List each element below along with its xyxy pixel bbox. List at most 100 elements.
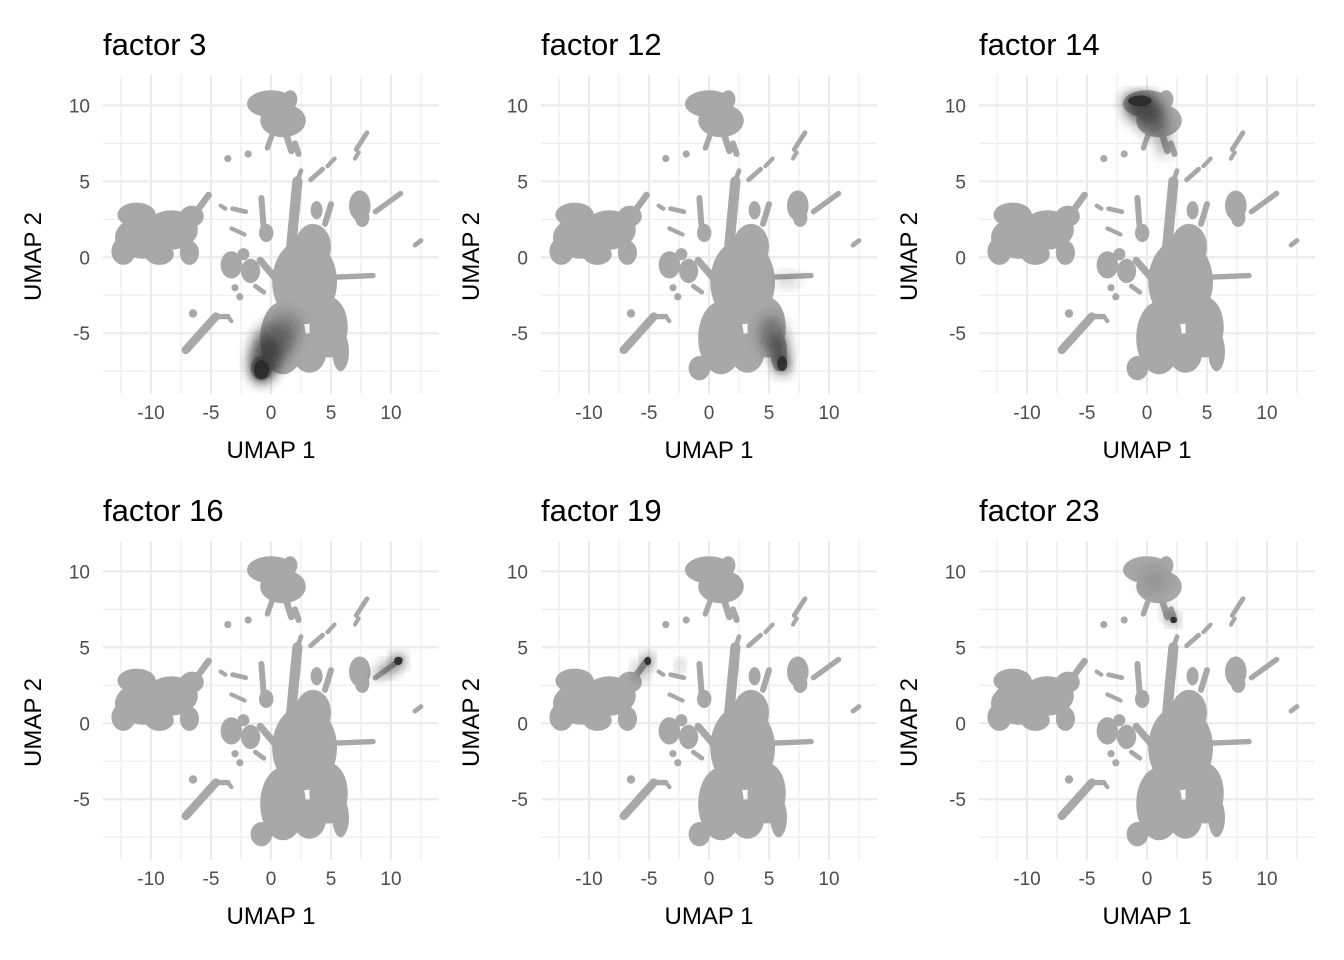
x-axis-label: UMAP 1: [665, 903, 754, 930]
cell-cluster: [256, 722, 280, 749]
x-tick-label: 5: [326, 869, 337, 890]
cell-cluster: [733, 689, 769, 736]
y-tick-label: 5: [79, 638, 90, 659]
cell-cluster: [1105, 226, 1123, 237]
cell-cluster: [1228, 150, 1237, 161]
cell-cluster: [220, 717, 243, 745]
cell-cluster: [1055, 240, 1075, 265]
cell-cluster: [627, 191, 650, 220]
x-tick-label: -5: [203, 403, 220, 424]
y-tick-label: -5: [949, 324, 966, 345]
cell-cluster: [1132, 722, 1156, 749]
cell-cluster: [292, 799, 327, 839]
cell-cluster: [760, 201, 772, 227]
cell-cluster: [256, 256, 280, 283]
cell-cluster: [322, 667, 334, 693]
cell-cluster: [1208, 331, 1225, 372]
cell-cluster: [1288, 704, 1300, 714]
cell-cluster: [322, 201, 334, 227]
factor-highlight: [373, 654, 405, 680]
cell-cluster: [1208, 797, 1225, 838]
highlight-region: [380, 662, 397, 675]
cell-cluster: [264, 128, 277, 151]
highlight-region: [1156, 131, 1172, 156]
cell-cluster: [688, 822, 711, 847]
cell-cluster: [230, 672, 249, 681]
cell-cluster: [1094, 669, 1104, 677]
cell-cluster: [241, 724, 261, 750]
cell-cluster: [730, 333, 765, 373]
cell-cluster: [1065, 191, 1088, 220]
cell-cluster: [1231, 674, 1246, 693]
x-tick-label: -10: [137, 869, 164, 890]
cell-cluster: [224, 620, 232, 629]
cell-cluster: [181, 778, 221, 821]
cell-cluster: [663, 780, 672, 790]
panel-title: factor 16: [103, 493, 224, 528]
cell-cluster: [682, 150, 690, 158]
cell-cluster: [619, 778, 658, 821]
cell-cluster: [682, 616, 690, 624]
cell-cluster: [1106, 672, 1125, 681]
y-tick-label: 10: [507, 562, 528, 583]
cell-cluster: [283, 556, 298, 575]
cell-cluster: [218, 203, 228, 211]
x-tick-label: -5: [1079, 403, 1096, 424]
cell-cluster: [583, 709, 612, 731]
cell-cluster: [760, 667, 772, 693]
cell-cluster: [1117, 724, 1137, 750]
cell-cluster: [730, 606, 740, 623]
cell-cluster: [790, 616, 799, 627]
cell-cluster: [1132, 256, 1156, 283]
cell-cluster: [698, 103, 744, 138]
cell-cluster: [1229, 596, 1246, 618]
cell-cluster: [730, 140, 740, 157]
cell-cluster: [668, 672, 687, 681]
cell-cluster: [1021, 709, 1050, 731]
y-tick-label: 10: [69, 562, 90, 583]
cell-cluster: [763, 622, 775, 635]
cell-cluster: [237, 714, 250, 727]
cell-cluster: [746, 166, 763, 183]
cell-cluster: [791, 596, 808, 618]
y-axis-label: UMAP 2: [896, 212, 923, 301]
cell-cluster: [1201, 622, 1213, 635]
cell-cluster: [688, 356, 711, 381]
y-tick-label: 5: [517, 638, 528, 659]
cell-cluster: [1113, 714, 1126, 727]
cell-cluster: [691, 749, 705, 761]
x-tick-label: -10: [575, 403, 602, 424]
cell-cluster: [1021, 243, 1050, 265]
highlight-region: [373, 670, 385, 680]
factor-highlight: [1138, 566, 1179, 625]
cell-cluster: [1112, 293, 1120, 301]
cell-cluster: [372, 190, 404, 215]
cell-cluster: [252, 749, 267, 761]
x-tick-label: -10: [575, 869, 602, 890]
cell-cluster: [308, 166, 326, 183]
cell-cluster: [188, 309, 198, 318]
cell-cluster: [229, 226, 247, 237]
cell-cluster: [292, 140, 302, 157]
x-tick-label: -5: [203, 869, 220, 890]
cell-cluster: [252, 283, 267, 295]
cell-cluster: [1120, 150, 1128, 158]
highlight-region: [775, 273, 799, 287]
cell-cluster: [145, 243, 174, 265]
cell-cluster: [1096, 717, 1119, 745]
x-tick-label: 5: [1202, 869, 1213, 890]
panel-6: factor 23 -10 -5 0 5 10 -5 0 5 10 UMAP 1 UMAP 2: [896, 493, 1315, 930]
y-tick-label: 10: [945, 96, 966, 117]
cell-cluster: [189, 191, 212, 220]
cell-cluster: [679, 724, 699, 750]
cell-cluster: [763, 156, 775, 169]
cell-cluster: [225, 314, 234, 324]
cell-cluster: [230, 206, 249, 215]
cell-cluster: [355, 674, 370, 693]
panel-title: factor 3: [103, 27, 206, 62]
highlight-region: [1162, 606, 1173, 619]
cell-cluster: [748, 201, 761, 220]
cell-cluster: [1064, 309, 1074, 318]
cell-cluster: [236, 759, 244, 767]
cell-cluster: [810, 190, 842, 215]
